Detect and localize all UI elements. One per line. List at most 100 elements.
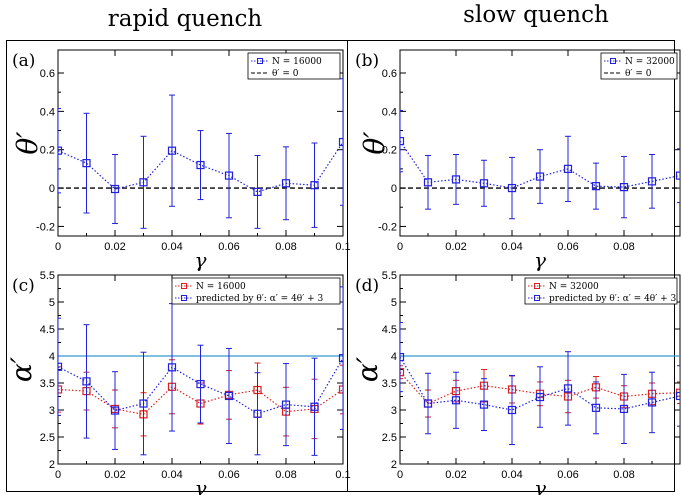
legend-marker: [534, 295, 540, 301]
plot-area: [58, 78, 343, 229]
data-point: [139, 178, 148, 187]
y-tick-label: -0.2: [36, 221, 55, 233]
data-point: [400, 352, 405, 362]
series: [58, 78, 343, 229]
plot-area: [400, 109, 680, 220]
data-point: [423, 178, 433, 187]
title-rapid-quench: rapid quench: [108, 6, 263, 32]
x-axis-label: γ: [534, 476, 546, 495]
x-tick-label: 0.08: [275, 241, 296, 253]
x-tick-label: 0.02: [445, 469, 466, 481]
y-axis-label: θ′: [11, 131, 44, 155]
x-tick-label: 0.04: [161, 469, 182, 481]
legend: N = 16000 θ′ = 0: [247, 52, 341, 80]
data-point: [563, 164, 573, 173]
data-point: [675, 391, 680, 401]
y-tick-label: 4.5: [40, 324, 55, 336]
x-tick-label: 0: [55, 469, 61, 481]
data-point: [647, 177, 657, 186]
x-tick-label: 0.06: [557, 469, 578, 481]
panel-d: 0 0.02 0.04 0.06 0.08 2 2.5 3 3.5 4 4.5 5 5.5(d) γ α′ N…: [351, 270, 681, 495]
panel-label: (d): [355, 276, 379, 296]
x-tick-label: 0.04: [501, 469, 522, 481]
data-point: [535, 172, 545, 181]
y-tick-label: 4: [49, 351, 55, 363]
x-tick-label: 0.06: [557, 241, 578, 253]
data-point: [82, 159, 91, 168]
x-axis-label: γ: [195, 476, 207, 495]
series: [400, 322, 680, 446]
data-point: [507, 405, 517, 415]
data-point: [647, 398, 657, 407]
y-axis-label: α′: [5, 356, 38, 382]
data-point: [167, 363, 177, 372]
data-point: [535, 392, 545, 402]
legend-label: N = 16000: [272, 57, 322, 67]
legend-box: [600, 52, 678, 80]
data-point: [310, 402, 319, 411]
x-axis-label: γ: [195, 248, 207, 272]
y-tick-label: 0.2: [382, 145, 397, 157]
panel-label: (c): [12, 276, 35, 296]
legend-box: [524, 277, 678, 305]
y-tick-label: 2.5: [40, 432, 55, 444]
x-tick-label: 0.02: [104, 469, 125, 481]
data-point: [224, 391, 234, 401]
y-tick-label: 0.4: [382, 106, 397, 118]
panel-b: 0 0.02 0.04 0.06 0.08-0.200.20.40.6(b)γθ′N =…: [355, 49, 681, 272]
panel-label: (b): [355, 51, 379, 71]
legend-label: θ′ = 0: [272, 69, 299, 79]
legend-label: predicted by θ′: α′ = 4θ′ + 3: [549, 294, 677, 304]
legend-label: N = 16000: [196, 282, 246, 292]
data-point: [110, 406, 120, 415]
data-point: [675, 171, 680, 180]
data-point: [253, 187, 262, 196]
series: [400, 365, 680, 418]
x-tick-label: 0.04: [161, 241, 182, 253]
data-point: [507, 183, 517, 193]
data-point: [423, 399, 433, 408]
y-tick-label: 5.5: [382, 270, 397, 282]
data-point: [281, 400, 291, 409]
data-point: [338, 137, 343, 147]
y-axis-label: θ′: [358, 131, 391, 155]
data-point: [58, 385, 63, 394]
x-tick-label: 0.04: [501, 241, 522, 253]
data-point: [619, 183, 629, 192]
series-line: [58, 141, 343, 193]
legend-marker: [181, 295, 187, 301]
plot-area: [58, 286, 343, 456]
x-tick-label: 0.1: [335, 469, 350, 481]
series: [58, 286, 343, 456]
x-tick-label: 0.06: [218, 241, 239, 253]
legend-label: N = 32000: [625, 57, 675, 67]
data-point: [400, 368, 405, 377]
y-tick-label: 0: [391, 183, 397, 195]
data-point: [139, 399, 148, 408]
x-tick-label: 0.06: [218, 469, 239, 481]
y-tick-label: 5: [49, 297, 55, 309]
x-tick-label: 0.08: [613, 469, 634, 481]
series: [400, 109, 680, 220]
y-tick-label: 5.5: [40, 270, 55, 282]
data-point: [400, 136, 405, 146]
y-axis-label: α′: [351, 356, 384, 382]
y-tick-label: 0.6: [382, 68, 397, 80]
y-tick-label: 0.6: [40, 68, 55, 80]
y-tick-label: -0.2: [378, 221, 397, 233]
legend-marker: [257, 58, 263, 64]
legend-marker: [181, 283, 187, 289]
data-point: [281, 179, 291, 188]
legend-marker: [610, 58, 616, 64]
y-tick-label: 0.2: [40, 145, 55, 157]
y-tick-label: 2.5: [382, 432, 397, 444]
y-tick-label: 3: [49, 405, 55, 417]
y-tick-label: 2: [391, 459, 397, 471]
data-point: [110, 184, 120, 194]
y-tick-label: 2: [49, 459, 55, 471]
data-point: [591, 182, 601, 191]
panels: 0 0.02 0.04 0.06 0.08 0.1-0.200.20.40.6(a)γθ′…: [5, 49, 681, 495]
data-point: [196, 379, 205, 389]
y-tick-label: 4.5: [382, 324, 397, 336]
